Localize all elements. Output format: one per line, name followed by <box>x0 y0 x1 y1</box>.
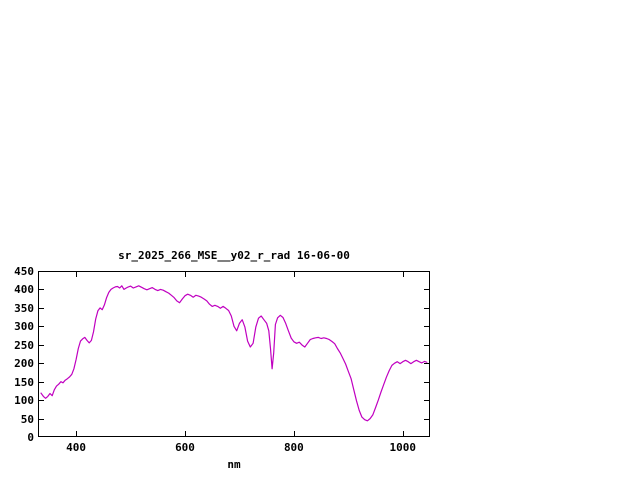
x-axis-title: nm <box>227 458 241 471</box>
x-tick-label: 800 <box>283 441 304 454</box>
spectrum-plot <box>38 271 430 437</box>
y-tick-label: 350 <box>14 301 34 315</box>
plot-border <box>38 271 430 437</box>
y-tick-label: 100 <box>14 394 34 408</box>
x-tick-label: 1000 <box>389 441 417 454</box>
y-tick-label: 300 <box>14 320 34 334</box>
spectrum-line <box>40 285 428 422</box>
x-tick-label: 400 <box>66 441 87 454</box>
x-tick-label: 600 <box>175 441 195 454</box>
y-tick-label: 450 <box>14 265 34 278</box>
y-tick-label: 50 <box>20 412 34 426</box>
y-tick-label: 200 <box>14 357 34 371</box>
y-tick-label: 250 <box>14 338 34 352</box>
chart-title: sr_2025_266_MSE__y02_r_rad 16-06-00 <box>118 249 350 262</box>
y-tick-label: 0 <box>27 431 34 444</box>
y-tick-label: 150 <box>14 375 34 389</box>
y-tick-label: 400 <box>14 283 34 297</box>
